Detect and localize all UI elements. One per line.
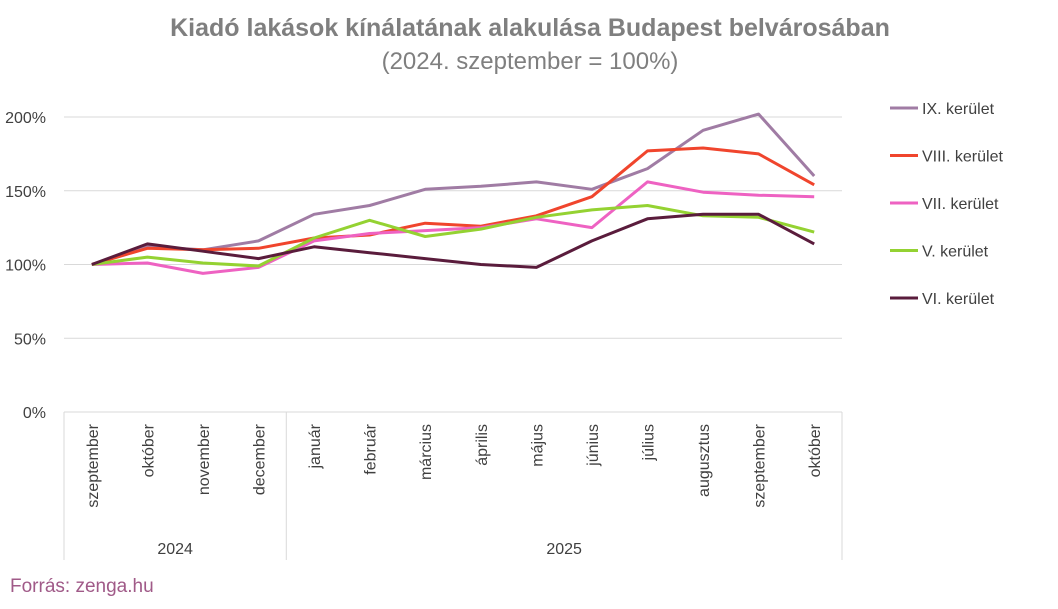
x-tick-label: december: [252, 423, 269, 495]
legend-label: VI. kerület: [922, 291, 995, 308]
x-tick-label: február: [363, 423, 380, 474]
y-tick-label: 0%: [23, 405, 46, 422]
x-tick-label: szeptember: [752, 423, 769, 507]
chart-title: Kiadó lakások kínálatának alakulása Buda…: [170, 14, 890, 42]
x-group-label: 2025: [546, 541, 582, 558]
line-series: [91, 212, 815, 269]
x-tick-label: október: [807, 423, 824, 477]
x-tick-label: október: [140, 423, 157, 477]
legend-label: VII. kerület: [922, 196, 999, 213]
chart-subtitle: (2024. szeptember = 100%): [382, 48, 679, 75]
y-tick-label: 50%: [14, 331, 46, 348]
legend-label: VIII. kerület: [922, 149, 1003, 166]
x-tick-label: július: [641, 424, 658, 461]
x-tick-label: március: [418, 424, 435, 480]
x-group-label: 2024: [157, 541, 193, 558]
source: Forrás: zenga.hu: [10, 576, 154, 597]
y-tick-label: 100%: [5, 258, 46, 275]
legend-label: V. kerület: [922, 244, 989, 261]
x-tick-label: augusztus: [696, 424, 713, 497]
x-tick-label: november: [196, 423, 213, 495]
line-series: [91, 146, 815, 266]
x-tick-label: június: [585, 424, 602, 467]
legend-label: IX. kerület: [922, 101, 995, 118]
y-tick-label: 150%: [5, 184, 46, 201]
x-tick-label: április: [474, 424, 491, 466]
x-tick-label: május: [529, 424, 546, 467]
line-series: [91, 180, 815, 275]
x-tick-label: január: [307, 423, 324, 469]
line-series: [91, 112, 816, 266]
x-tick-label: szeptember: [85, 423, 102, 507]
y-tick-label: 200%: [5, 110, 46, 127]
